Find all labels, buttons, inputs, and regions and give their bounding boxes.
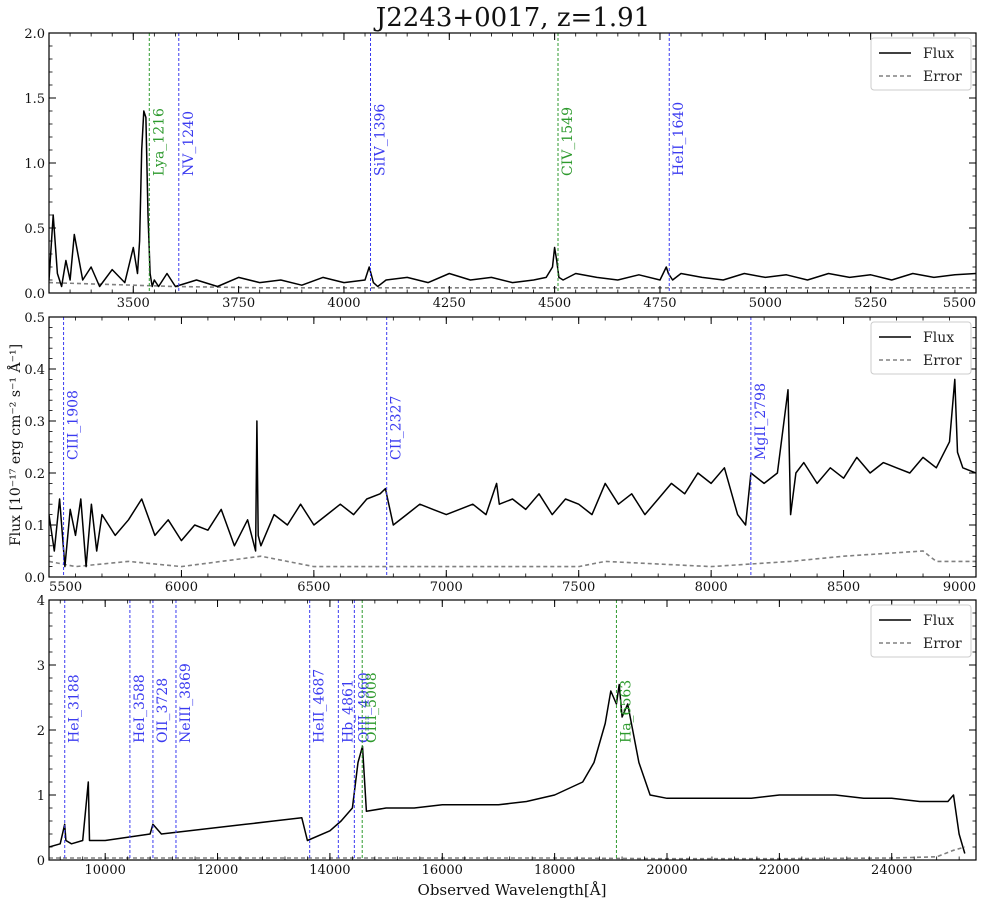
y-tick-label: 1.5 bbox=[24, 92, 45, 107]
flux-series-line bbox=[49, 378, 976, 568]
y-tick-label: 0 bbox=[37, 854, 45, 869]
x-tick-label: 8500 bbox=[827, 580, 860, 595]
emission-line-label: Lya_1216 bbox=[151, 108, 167, 176]
legend-flux-label: Flux bbox=[923, 330, 954, 346]
x-tick-label: 24000 bbox=[871, 863, 912, 878]
legend: Flux Error bbox=[870, 37, 972, 91]
x-tick-label: 7000 bbox=[430, 580, 463, 595]
y-tick-label: 0.0 bbox=[24, 571, 45, 586]
legend-box bbox=[870, 604, 972, 658]
error-series-line bbox=[49, 846, 966, 860]
emission-line-label: SiIV_1396 bbox=[373, 104, 389, 176]
legend-flux-label: Flux bbox=[923, 613, 954, 629]
panel-3: HeI_3188 HeI_3588 OII_3728 NeIII_3869 HeII_4… bbox=[37, 594, 977, 878]
chart-title: J2243+0017, z=1.91 bbox=[373, 3, 650, 33]
panel-2: CIII_1908 CII_2327 MgII_2798 5500 6000 6500 70… bbox=[24, 311, 977, 595]
panel-frame bbox=[48, 316, 977, 578]
x-tick-label: 22000 bbox=[759, 863, 800, 878]
emission-line-label: NeIII_3869 bbox=[178, 663, 194, 743]
y-tick-label: 2 bbox=[37, 724, 45, 739]
emission-line-label: CIV_1549 bbox=[560, 107, 576, 176]
error-series-line bbox=[49, 281, 976, 289]
y-axis-label: Flux [10⁻¹⁷ erg cm⁻² s⁻¹ Å⁻¹] bbox=[6, 344, 24, 546]
emission-line-label: Hb_4861 bbox=[340, 679, 356, 743]
emission-line-label: Ha_6563 bbox=[618, 680, 634, 743]
legend-box bbox=[870, 321, 972, 375]
y-tick-label: 0.5 bbox=[24, 222, 45, 237]
x-tick-label: 16000 bbox=[422, 863, 463, 878]
y-tick-label: 0.2 bbox=[24, 467, 45, 482]
legend-error-label: Error bbox=[923, 353, 962, 369]
x-axis-label: Observed Wavelength[Å] bbox=[418, 881, 607, 899]
legend-flux-label: Flux bbox=[923, 46, 954, 62]
panel-1: Lya_1216 NV_1240 SiIV_1396 CIV_1549 HeII_164… bbox=[24, 27, 977, 311]
legend: Flux Error bbox=[870, 604, 972, 658]
flux-series-line bbox=[49, 110, 976, 288]
error-series-line bbox=[49, 550, 976, 568]
emission-line-label: OIII_5008 bbox=[364, 672, 380, 743]
x-tick-label: 5500 bbox=[49, 580, 82, 595]
x-tick-label: 6500 bbox=[297, 580, 330, 595]
x-tick-label: 4500 bbox=[538, 296, 571, 311]
x-tick-label: 3750 bbox=[222, 296, 255, 311]
x-tick-label: 7500 bbox=[562, 580, 595, 595]
x-tick-label: 20000 bbox=[646, 863, 687, 878]
x-tick-label: 5250 bbox=[854, 296, 887, 311]
x-tick-label: 12000 bbox=[197, 863, 238, 878]
y-tick-label: 0.5 bbox=[24, 311, 45, 326]
panels: Lya_1216 NV_1240 SiIV_1396 CIV_1549 HeII_164… bbox=[24, 27, 977, 878]
emission-line-label: HeII_1640 bbox=[671, 102, 687, 176]
emission-line-label: MgII_2798 bbox=[753, 383, 769, 460]
y-tick-label: 0.1 bbox=[24, 519, 45, 534]
y-tick-label: 3 bbox=[37, 659, 45, 674]
x-tick-label: 4000 bbox=[327, 296, 360, 311]
y-tick-label: 1.0 bbox=[24, 157, 45, 172]
emission-line-label: HeI_3588 bbox=[132, 674, 148, 743]
y-tick-label: 0.3 bbox=[24, 415, 45, 430]
y-tick-label: 4 bbox=[37, 594, 45, 609]
emission-line-label: OII_3728 bbox=[155, 678, 171, 743]
emission-line-label: HeI_3188 bbox=[67, 674, 83, 743]
emission-line-label: OIII_4960 bbox=[356, 672, 372, 743]
legend: Flux Error bbox=[870, 321, 972, 375]
legend-error-label: Error bbox=[923, 636, 962, 652]
y-tick-label: 2.0 bbox=[24, 27, 45, 42]
x-tick-label: 8000 bbox=[695, 580, 728, 595]
legend-error-label: Error bbox=[923, 69, 962, 85]
x-tick-label: 5500 bbox=[943, 296, 976, 311]
x-tick-label: 4250 bbox=[433, 296, 466, 311]
y-tick-label: 0.0 bbox=[24, 287, 45, 302]
x-tick-label: 3500 bbox=[117, 296, 150, 311]
y-tick-label: 1 bbox=[37, 789, 45, 804]
flux-series-line bbox=[49, 683, 966, 854]
x-tick-label: 18000 bbox=[534, 863, 575, 878]
y-tick-label: 0.4 bbox=[24, 363, 45, 378]
x-tick-label: 14000 bbox=[309, 863, 350, 878]
x-tick-label: 5000 bbox=[749, 296, 782, 311]
x-tick-label: 9000 bbox=[943, 580, 976, 595]
x-tick-label: 10000 bbox=[85, 863, 126, 878]
emission-line-label: NV_1240 bbox=[181, 111, 197, 176]
emission-line-label: CII_2327 bbox=[389, 396, 405, 460]
x-tick-label: 4750 bbox=[643, 296, 676, 311]
emission-line-label: CIII_1908 bbox=[66, 390, 82, 460]
legend-box bbox=[870, 37, 972, 91]
x-tick-label: 6000 bbox=[165, 580, 198, 595]
emission-line-label: HeII_4687 bbox=[312, 669, 328, 743]
